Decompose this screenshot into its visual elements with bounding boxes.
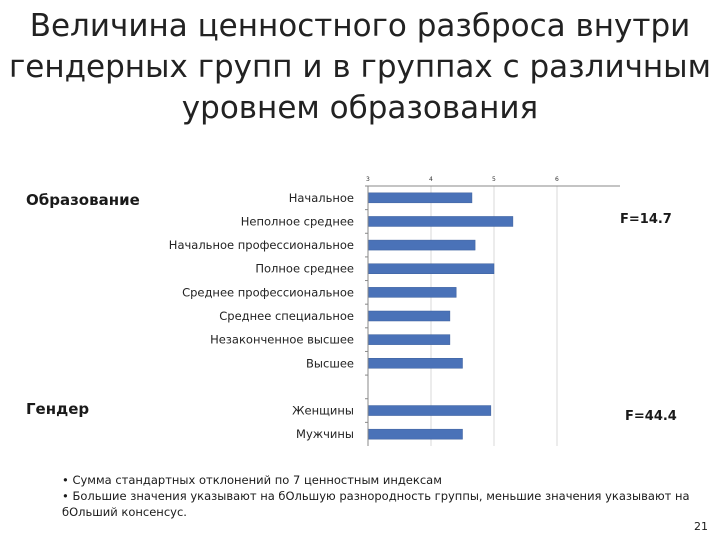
title-line-1: Величина ценностного разброса внутри (29, 8, 691, 44)
group-label-education: Образование (26, 191, 140, 209)
bar-2 (367, 239, 476, 251)
bar-9 (367, 405, 492, 416)
bar-7 (367, 358, 463, 369)
title-line-2: гендерных групп и в группах с различным (8, 49, 712, 85)
x-tick-label-5: 5 (492, 176, 496, 183)
title-line-3: уровнем образования (181, 90, 539, 126)
category-label-5: Среднее специальное (219, 309, 354, 323)
category-label-2: Начальное профессиональное (169, 238, 354, 252)
bar-10 (367, 428, 463, 440)
page-number: 21 (694, 520, 708, 533)
group-label-gender: Гендер (26, 400, 90, 418)
x-tick-label-6: 6 (555, 176, 559, 183)
bar-3 (367, 263, 495, 274)
f-statistic-gender: F=44.4 (625, 409, 677, 424)
axis-layer (365, 185, 620, 446)
bar-4 (367, 287, 457, 298)
category-label-7: Высшее (306, 356, 354, 370)
x-tick-label-4: 4 (429, 176, 433, 183)
category-label-10: Мужчины (296, 427, 354, 441)
bar-chart: 3 4 5 6 Начальное Неполное среднее Начальное п… (169, 176, 620, 446)
footnote-1: • Сумма стандартных отклонений по 7 ценн… (62, 473, 442, 487)
category-label-1: Неполное среднее (241, 214, 354, 228)
category-label-4: Среднее профессиональное (182, 285, 354, 299)
bar-6 (367, 334, 451, 345)
f-statistic-education: F=14.7 (620, 212, 672, 227)
footnote-2: • Большие значения указывают на бОльшую … (62, 489, 690, 503)
label-layer: 3 4 5 6 Начальное Неполное среднее Начальное п… (169, 176, 559, 441)
page-title: Величина ценностного разброса внутри ген… (0, 6, 720, 129)
category-label-6: Незаконченное высшее (210, 333, 354, 347)
category-label-9: Женщины (292, 404, 354, 418)
footnotes: • Сумма стандартных отклонений по 7 ценн… (62, 472, 690, 520)
category-label-0: Начальное (289, 191, 354, 205)
category-label-3: Полное среднее (255, 262, 354, 276)
bar-5 (367, 310, 451, 322)
bar-1 (367, 216, 514, 227)
x-tick-label-3: 3 (366, 176, 370, 183)
bar-0 (367, 192, 473, 204)
bar-layer (367, 192, 514, 440)
footnote-3: бОльший консенсус. (62, 505, 187, 519)
